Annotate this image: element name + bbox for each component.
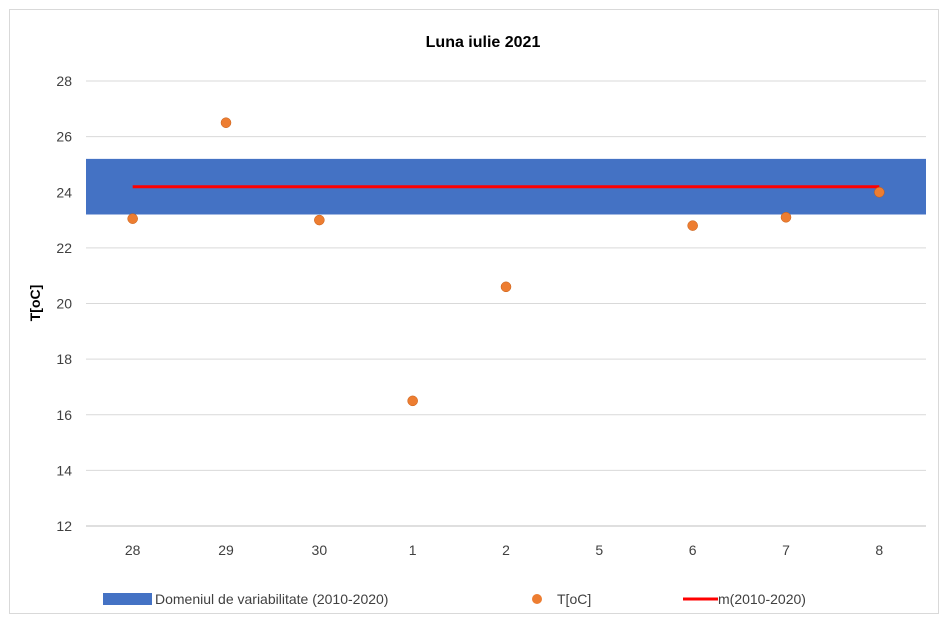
chart-frame: [9, 9, 939, 614]
x-tick-label: 28: [125, 542, 141, 558]
data-point: [874, 187, 885, 198]
y-tick-label: 14: [56, 462, 72, 478]
y-axis-title: T[oC]: [27, 285, 43, 322]
y-tick-label: 22: [56, 240, 72, 256]
data-points: [127, 117, 885, 407]
legend-point-swatch: [532, 594, 542, 604]
legend-line-label: m(2010-2020): [718, 591, 806, 607]
y-tick-label: 26: [56, 129, 72, 145]
x-tick-label: 29: [218, 542, 234, 558]
data-point: [314, 214, 325, 226]
x-tick-label: 5: [595, 542, 603, 558]
legend-band-label: Domeniul de variabilitate (2010-2020): [155, 591, 388, 607]
x-tick-label: 7: [782, 542, 790, 558]
y-tick-label: 28: [56, 73, 72, 89]
y-tick-label: 24: [56, 184, 72, 200]
x-tick-label: 1: [409, 542, 417, 558]
x-tick-label: 6: [689, 542, 697, 558]
data-point: [780, 212, 792, 223]
legend-band-swatch: [103, 593, 152, 605]
y-tick-labels: 12 14 16 18 20 22 24 26 28: [56, 73, 72, 534]
grid-lines: [86, 80, 926, 527]
y-tick-label: 18: [56, 351, 72, 367]
data-point: [687, 220, 698, 231]
chart-title: Luna iulie 2021: [426, 34, 541, 51]
data-point: [500, 281, 512, 293]
data-point: [407, 395, 418, 407]
y-tick-label: 12: [56, 518, 72, 534]
legend: Domeniul de variabilitate (2010-2020) T[…: [103, 591, 806, 607]
y-tick-label: 16: [56, 407, 72, 423]
x-tick-label: 8: [875, 542, 883, 558]
data-point: [127, 213, 138, 224]
x-tick-label: 2: [502, 542, 510, 558]
legend-point-label: T[oC]: [557, 591, 591, 607]
x-tick-label: 30: [312, 542, 328, 558]
x-tick-labels: 28 29 30 1 2 5 6 7 8: [125, 542, 884, 558]
y-tick-label: 20: [56, 296, 72, 312]
data-point: [220, 117, 232, 128]
